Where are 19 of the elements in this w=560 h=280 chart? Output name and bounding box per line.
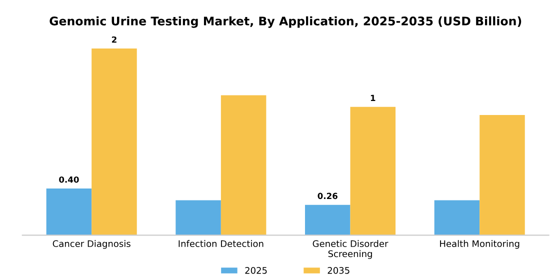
legend-label: 2035 [328, 267, 350, 274]
x-tick-label: Health Monitoring [440, 240, 520, 249]
chart-title: Genomic Urine Testing Market, By Application, 2025-2035 (USD Billion) [50, 16, 522, 28]
bar [350, 106, 396, 236]
data-label: 0.40 [59, 176, 79, 183]
bar [176, 200, 221, 236]
data-label: 2 [112, 36, 116, 43]
x-tick-label: Infection Detection [178, 240, 264, 248]
legend-label: 2025 [245, 267, 267, 274]
bar [46, 188, 92, 236]
data-label: 1 [370, 94, 376, 101]
bar [434, 200, 480, 236]
x-tick-label: Cancer Diagnosis [52, 240, 130, 249]
bar [305, 204, 350, 236]
bar [92, 48, 137, 236]
bar [220, 95, 266, 236]
x-tick-label: Genetic Disorder Screening [312, 240, 388, 259]
data-label: 0.26 [318, 192, 338, 200]
bar [480, 115, 525, 236]
